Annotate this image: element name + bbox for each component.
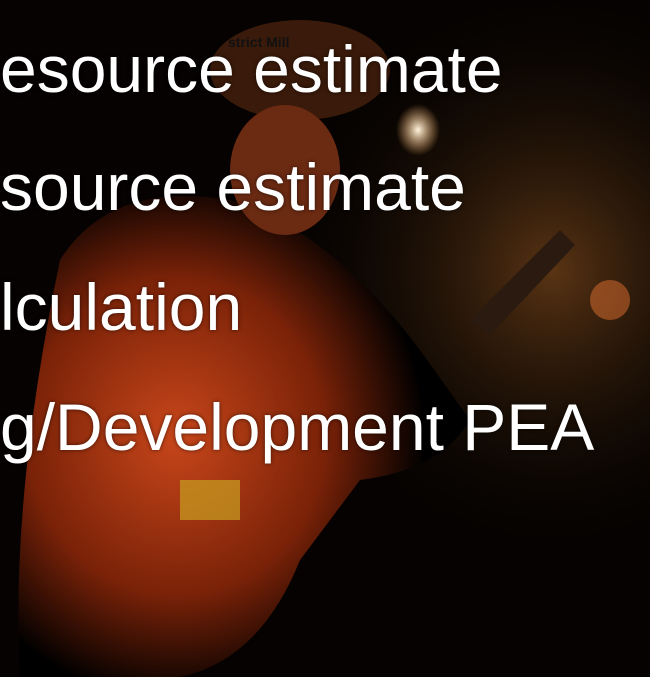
bullet-text: source estimate — [0, 154, 466, 220]
spark — [590, 280, 630, 320]
slide: strict Mill esource estimate source esti… — [0, 0, 650, 677]
bullet-text: esource estimate — [0, 36, 503, 102]
headlamp — [396, 104, 440, 156]
bullet-text: g/Development PEA — [0, 394, 594, 460]
bullet-text: lculation — [0, 274, 242, 340]
belt-buckle — [180, 480, 240, 520]
